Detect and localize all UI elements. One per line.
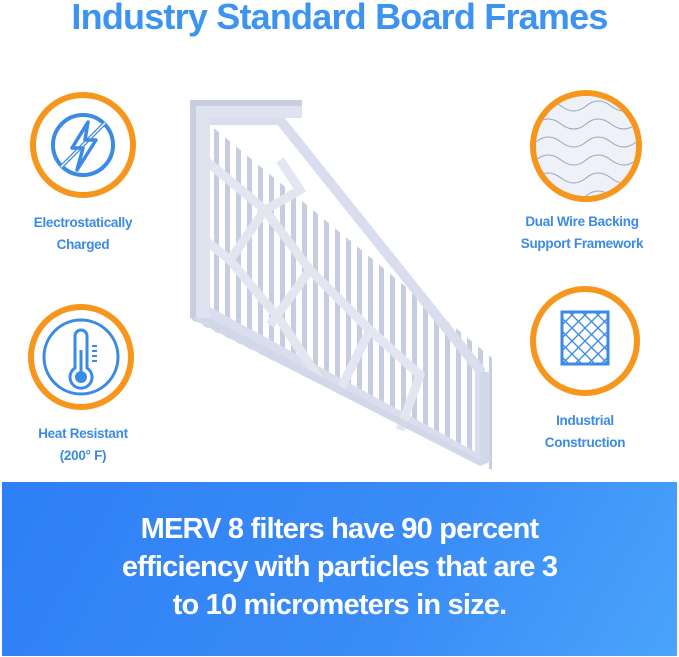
label-line: Support Framework (520, 236, 644, 251)
label-line: Construction (544, 435, 626, 450)
banner-line: efficiency with particles that are 3 (121, 551, 558, 583)
label-line: Dual Wire Backing (525, 214, 639, 229)
grid-frame-icon (560, 310, 610, 366)
merv-info-banner: MERV 8 filters have 90 percent efficienc… (2, 482, 677, 656)
industrial-badge (530, 286, 640, 396)
heat-resistant-label: Heat Resistant (200° F) (0, 423, 168, 467)
electrostatic-badge (30, 92, 136, 198)
thermometer-icon (42, 318, 120, 396)
banner-line: to 10 micrometers in size. (172, 589, 508, 621)
page-title: Industry Standard Board Frames (71, 0, 608, 37)
label-line: Charged (56, 237, 110, 252)
dual-wire-badge (530, 90, 642, 202)
label-line: Heat Resistant (38, 426, 128, 441)
label-line: Industrial (556, 413, 614, 428)
industrial-label: Industrial Construction (500, 410, 670, 454)
label-line: (200° F) (59, 448, 107, 463)
electrostatic-label: Electrostatically Charged (0, 212, 168, 256)
banner-text: MERV 8 filters have 90 percent efficienc… (2, 510, 677, 624)
dual-wire-label: Dual Wire Backing Support Framework (497, 211, 667, 255)
no-static-bolt-icon (51, 113, 115, 177)
heat-resistant-badge (28, 304, 134, 410)
label-line: Electrostatically (33, 215, 133, 230)
air-filter-illustration (190, 100, 492, 470)
banner-line: MERV 8 filters have 90 percent (140, 513, 540, 545)
wire-mesh-icon (536, 96, 636, 196)
